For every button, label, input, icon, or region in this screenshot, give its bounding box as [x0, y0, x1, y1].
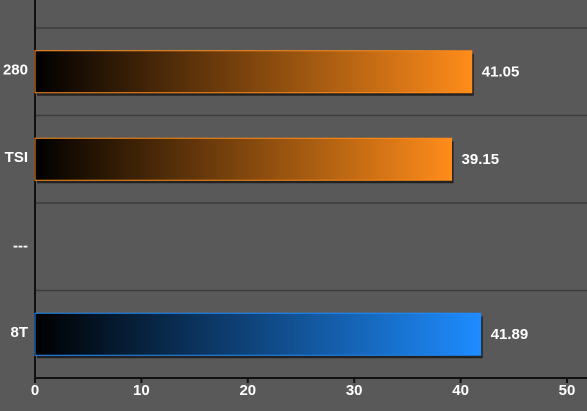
bar — [34, 312, 482, 356]
bar — [34, 137, 453, 181]
value-label: 41.89 — [491, 326, 529, 343]
x-tick-label: 0 — [31, 382, 39, 399]
x-tick-label: 10 — [133, 382, 150, 399]
y-tick-label: 280 — [3, 62, 28, 79]
bar — [34, 50, 473, 94]
x-tick-label: 30 — [346, 382, 363, 399]
x-tick-label: 50 — [559, 382, 576, 399]
value-label: 41.05 — [482, 64, 520, 81]
y-tick-label: TSI — [5, 149, 28, 166]
y-tick-label: 8T — [10, 324, 28, 341]
x-tick-label: 20 — [239, 382, 256, 399]
y-tick-label: --- — [13, 238, 28, 255]
value-label: 39.15 — [462, 151, 500, 168]
x-tick-label: 40 — [452, 382, 469, 399]
